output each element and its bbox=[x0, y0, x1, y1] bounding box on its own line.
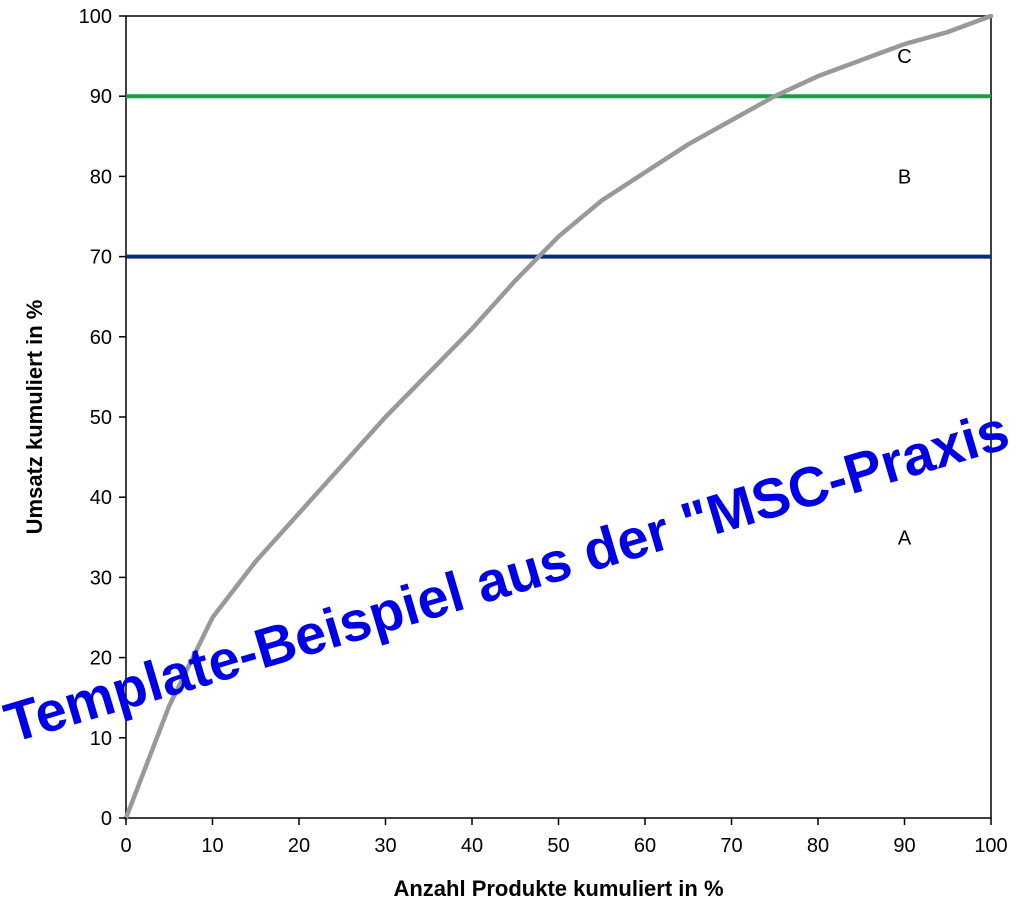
x-tick-label: 10 bbox=[201, 835, 223, 857]
y-axis-title: Umsatz kumuliert in % bbox=[22, 300, 47, 535]
series-line-0 bbox=[123, 13, 994, 821]
y-tick-label: 60 bbox=[90, 327, 112, 349]
y-tick-label: 70 bbox=[90, 247, 112, 269]
watermark-text: Template-Beispiel aus der "MSC-Praxis bbox=[0, 398, 1016, 755]
x-axis-ticks: 0 10 20 30 40 50 60 70 80 90 100 bbox=[120, 818, 1008, 857]
x-tick-label: 100 bbox=[974, 835, 1007, 857]
x-tick-label: 90 bbox=[893, 835, 915, 857]
x-tick-label: 40 bbox=[461, 835, 483, 857]
plot-frame bbox=[125, 15, 992, 819]
y-tick-label: 10 bbox=[90, 728, 112, 750]
zone-labels: C B A bbox=[897, 46, 912, 549]
y-tick-label: 100 bbox=[79, 6, 112, 28]
x-tick-label: 50 bbox=[547, 835, 569, 857]
y-tick-label: 0 bbox=[101, 808, 112, 830]
y-tick-label: 30 bbox=[90, 567, 112, 589]
x-tick-label: 0 bbox=[120, 835, 131, 857]
zone-label-a: A bbox=[898, 527, 912, 549]
y-tick-label: 50 bbox=[90, 407, 112, 429]
x-tick-label: 70 bbox=[720, 835, 742, 857]
y-axis-ticks: 0 10 20 30 40 50 60 70 80 90 100 bbox=[79, 6, 126, 830]
x-tick-label: 30 bbox=[374, 835, 396, 857]
zone-label-b: B bbox=[898, 166, 911, 188]
x-axis-title: Anzahl Produkte kumuliert in % bbox=[393, 876, 723, 901]
x-tick-label: 20 bbox=[288, 835, 310, 857]
y-tick-label: 80 bbox=[90, 166, 112, 188]
x-tick-label: 60 bbox=[634, 835, 656, 857]
y-tick-label: 20 bbox=[90, 648, 112, 670]
y-tick-label: 40 bbox=[90, 487, 112, 509]
zone-label-c: C bbox=[897, 46, 911, 68]
plot-area bbox=[123, 13, 994, 821]
y-tick-label: 90 bbox=[90, 86, 112, 108]
x-tick-label: 80 bbox=[807, 835, 829, 857]
